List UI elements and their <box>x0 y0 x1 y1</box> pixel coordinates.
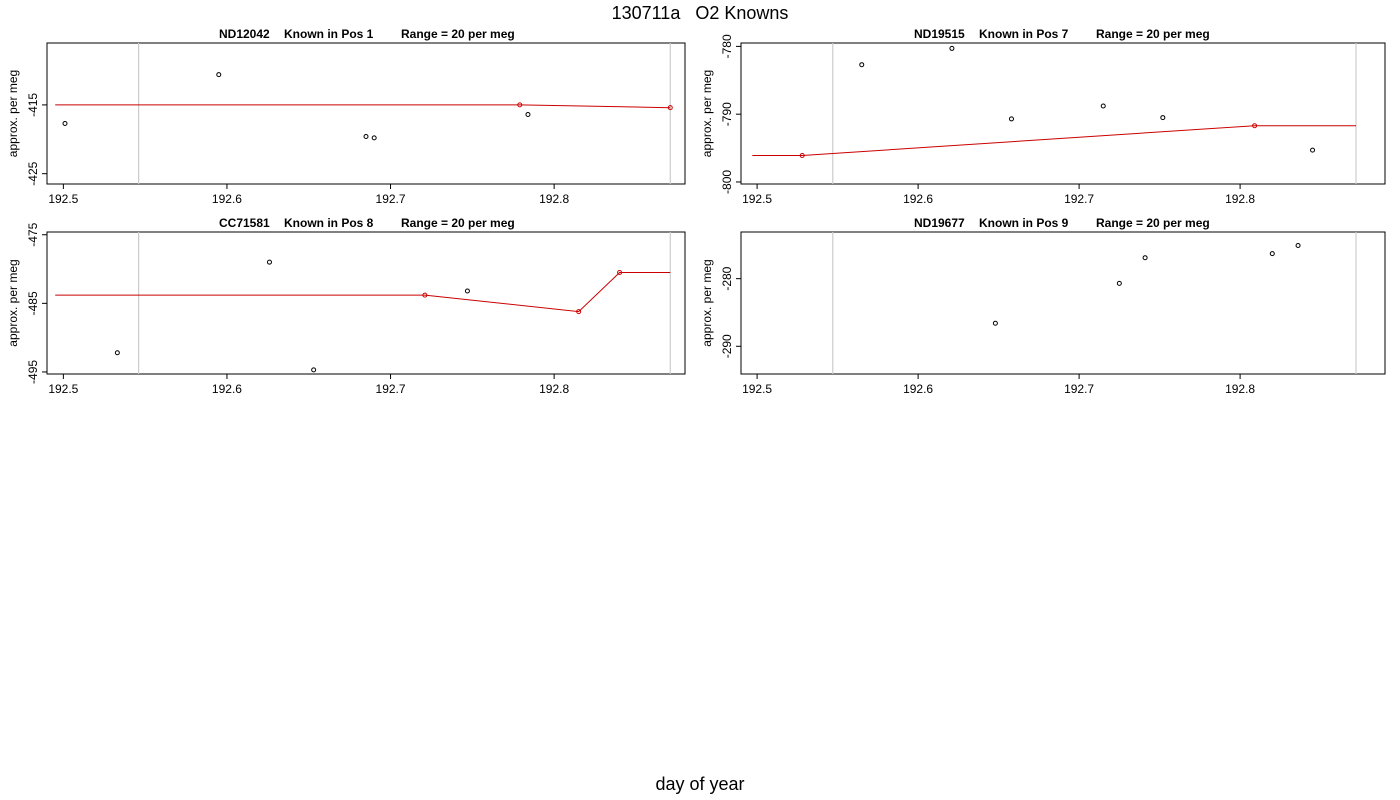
y-tick-label: -495 <box>26 360 40 384</box>
fit-line <box>55 104 671 109</box>
plot-frame <box>46 42 686 185</box>
data-point <box>949 45 955 51</box>
panel-3: CC71581 Known in Pos 8 Range = 20 per meg 1… <box>6 216 686 396</box>
fit-line <box>752 125 1356 156</box>
panel-title-part: Range = 20 per meg <box>1096 216 1210 230</box>
fit-point <box>576 309 582 315</box>
panel-title-part: Known in Pos 7 <box>979 27 1069 41</box>
fit-line <box>55 272 671 313</box>
data-point <box>114 350 120 356</box>
data-point <box>363 134 369 140</box>
y-tick-label: -485 <box>26 291 40 315</box>
panel-title-part: ND19515 <box>914 27 965 41</box>
plot-frame <box>740 42 1386 185</box>
x-tick-label: 192.6 <box>212 192 242 206</box>
y-axis-label: approx. per meg <box>700 259 714 346</box>
x-tick-label: 192.5 <box>742 382 772 396</box>
data-point <box>266 259 272 265</box>
data-point <box>1100 103 1106 109</box>
data-point <box>1160 115 1166 121</box>
x-axis-label: day of year <box>655 774 745 794</box>
fit-point <box>617 269 623 275</box>
x-tick-label: 192.6 <box>903 382 933 396</box>
y-tick-label: -790 <box>720 102 734 126</box>
data-point <box>1295 243 1301 249</box>
panel-title-part: ND12042 <box>219 27 270 41</box>
panel-title-part: Known in Pos 9 <box>979 216 1069 230</box>
data-point <box>371 135 377 141</box>
panel-title-part: Range = 20 per meg <box>401 27 515 41</box>
data-point <box>1142 255 1148 261</box>
x-tick-label: 192.8 <box>539 192 569 206</box>
data-point <box>1269 251 1275 257</box>
y-tick-label: -780 <box>720 34 734 58</box>
panel-title-part: Known in Pos 8 <box>284 216 374 230</box>
y-axis-label: approx. per meg <box>6 70 20 157</box>
panel-title-part: Known in Pos 1 <box>284 27 374 41</box>
x-tick-label: 192.7 <box>376 382 406 396</box>
y-tick-label: -800 <box>720 170 734 194</box>
data-point <box>464 288 470 294</box>
data-point <box>1310 147 1316 153</box>
x-tick-label: 192.6 <box>212 382 242 396</box>
data-point <box>311 367 317 373</box>
x-tick-label: 192.7 <box>1064 382 1094 396</box>
data-point <box>1116 280 1122 286</box>
data-point <box>216 72 222 78</box>
data-point <box>859 62 865 68</box>
fit-point <box>422 292 428 298</box>
panel-title-part: ND19677 <box>914 216 965 230</box>
x-tick-label: 192.7 <box>1064 192 1094 206</box>
data-point <box>1008 116 1014 122</box>
data-point <box>992 320 998 326</box>
y-tick-label: -475 <box>26 222 40 246</box>
plot-frame <box>46 231 686 375</box>
panel-title-part: CC71581 <box>219 216 270 230</box>
fit-point <box>1252 123 1258 129</box>
fit-point <box>517 102 523 108</box>
y-axis-label: approx. per meg <box>700 70 714 157</box>
y-tick-label: -415 <box>26 93 40 117</box>
y-tick-label: -425 <box>26 161 40 185</box>
data-point <box>62 120 68 126</box>
x-tick-label: 192.8 <box>539 382 569 396</box>
x-tick-label: 192.5 <box>48 382 78 396</box>
data-point <box>525 112 531 118</box>
panel-2: ND19515 Known in Pos 7 Range = 20 per meg 1… <box>700 27 1386 206</box>
panel-title-part: Range = 20 per meg <box>1096 27 1210 41</box>
x-tick-label: 192.8 <box>1225 382 1255 396</box>
panel-title-part: Range = 20 per meg <box>401 216 515 230</box>
figure-title: 130711a O2 Knowns <box>611 3 789 23</box>
x-tick-label: 192.7 <box>376 192 406 206</box>
y-tick-label: -280 <box>720 266 734 290</box>
x-tick-label: 192.6 <box>903 192 933 206</box>
x-tick-label: 192.5 <box>742 192 772 206</box>
plot-frame <box>740 231 1386 375</box>
fit-point <box>667 105 673 111</box>
fit-point <box>799 153 805 159</box>
y-tick-label: -290 <box>720 334 734 358</box>
x-tick-label: 192.5 <box>48 192 78 206</box>
x-tick-label: 192.8 <box>1225 192 1255 206</box>
y-axis-label: approx. per meg <box>6 259 20 346</box>
panel-1: ND12042 Known in Pos 1 Range = 20 per meg 1… <box>6 27 686 206</box>
panel-4: ND19677 Known in Pos 9 Range = 20 per meg 1… <box>700 216 1386 396</box>
